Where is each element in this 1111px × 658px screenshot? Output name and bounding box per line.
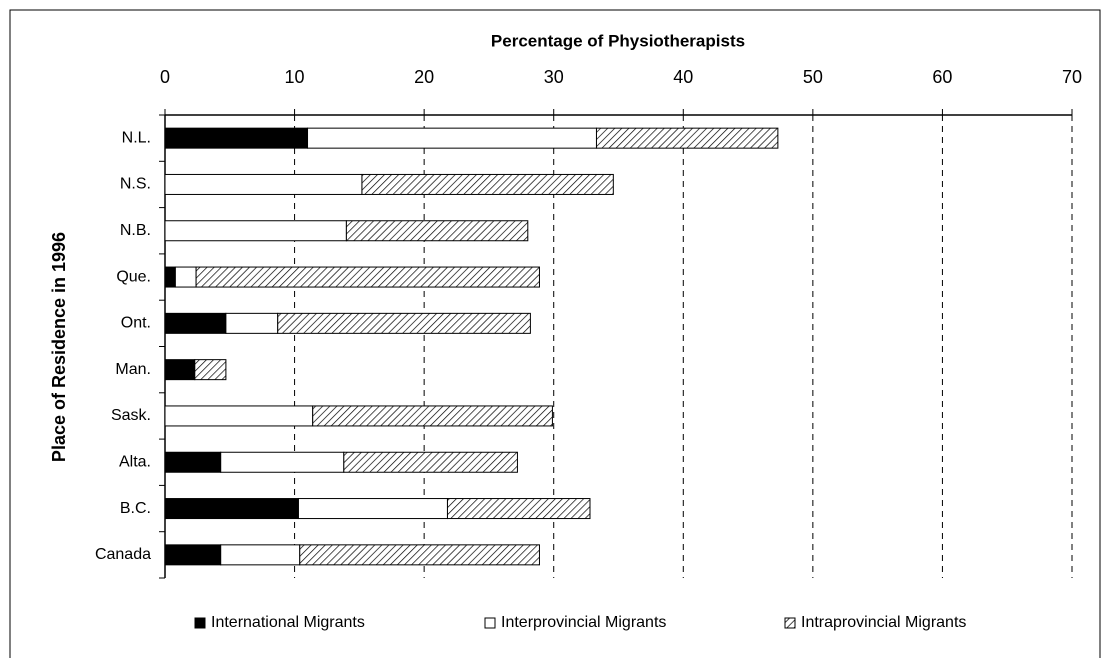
y-tick-label: N.S. [120,176,151,193]
bar-segment [164,266,176,288]
bar-segment [225,312,279,334]
bar-segment [297,498,448,520]
x-tick-label: 70 [1062,67,1082,87]
bar-segment [194,359,227,381]
legend-label: International Migrants [211,614,365,631]
y-tick-label: Sask. [111,407,151,424]
legend-swatch [484,617,496,629]
x-tick-label: 0 [160,67,170,87]
bar-segment [195,266,540,288]
legend-swatch [784,617,796,629]
bar-segment [312,405,553,427]
x-tick-label: 20 [414,67,434,87]
y-tick-label: Canada [95,546,151,563]
x-tick-label: 40 [673,67,693,87]
bar-segment [164,498,299,520]
y-tick-label: Man. [115,361,151,378]
y-tick-label: Ont. [121,315,151,332]
bar-segment [345,220,529,242]
bar-segment [343,451,518,473]
frame [9,9,1101,658]
y-axis-label: Place of Residence in 1996 [49,232,69,462]
bar-segment [595,127,779,149]
legend-label: Interprovincial Migrants [501,614,666,631]
bar-segment [220,544,301,566]
bar-segment [174,266,197,288]
bar-segment [220,451,345,473]
x-tick-label: 60 [932,67,952,87]
bar-segment [164,405,314,427]
bar-segment [299,544,540,566]
bar-segment [164,127,309,149]
bar-segment [164,451,222,473]
x-tick-label: 50 [803,67,823,87]
y-tick-label: N.B. [120,222,151,239]
bar-segment [164,173,363,195]
y-tick-label: B.C. [120,500,151,517]
bar-segment [164,312,227,334]
legend-label: Intraprovincial Migrants [801,614,966,631]
y-tick-label: N.L. [122,129,151,146]
x-tick-label: 10 [285,67,305,87]
chart-title: Percentage of Physiotherapists [491,31,745,50]
y-tick-label: Que. [116,268,151,285]
bar-segment [164,220,347,242]
bar-segment [164,544,222,566]
bar-segment [164,359,196,381]
bar-segment [307,127,597,149]
bar-segment [361,173,614,195]
x-tick-label: 30 [544,67,564,87]
bar-segment [277,312,531,334]
bar-segment [446,498,591,520]
y-tick-label: Alta. [119,453,151,470]
legend-swatch [194,617,206,629]
